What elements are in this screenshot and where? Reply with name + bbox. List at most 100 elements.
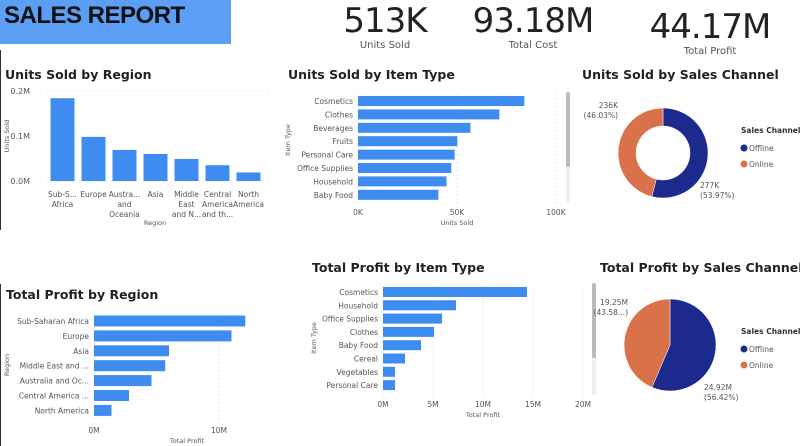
chart-title: Units Sold by Region [5,67,152,82]
report-banner: SALES REPORT [0,0,231,44]
y-tick-label: Cereal [354,355,378,364]
y-tick-label: Beverages [313,124,353,133]
x-axis-label: Total Profit [169,437,205,445]
legend-marker[interactable] [740,345,748,353]
x-tick-label: Middle [174,190,199,199]
data-label: 236K [599,101,619,110]
legend-marker[interactable] [740,361,748,369]
legend-item-online[interactable]: Online [749,361,774,370]
kpi-label: Total Cost [508,40,558,51]
bar [143,154,168,181]
x-tick-label: 100K [546,208,566,217]
bar [358,122,471,133]
chart-title: Total Profit by Item Type [312,260,485,275]
x-tick-label: and th... [202,210,233,219]
y-tick-label: Household [338,301,378,310]
x-tick-label: Austra... [109,190,141,199]
scrollbar-thumb[interactable] [592,283,596,358]
bar [383,340,421,351]
bar [383,313,442,324]
kpi-units-sold: 513K Units Sold [315,2,455,51]
x-tick-label: 10M [211,426,227,435]
y-tick-label: Middle East and ... [20,362,89,371]
x-tick-label: Sub-S... [48,190,77,199]
legend-marker[interactable] [740,160,748,168]
y-axis-label: Item Type [310,322,318,354]
divider [0,284,1,446]
bar [358,149,455,160]
y-tick-label: Australia and Oc... [20,377,89,386]
bar [358,176,447,187]
x-tick-label: 50K [450,208,466,217]
x-tick-label: Oceania [109,210,140,219]
kpi-label: Units Sold [359,40,411,51]
bar [94,345,169,357]
y-tick-label: Clothes [350,328,378,337]
bar [94,330,232,342]
y-tick-label: Europe [63,332,90,341]
bar [383,380,395,391]
kpi-total-cost: 93.18M Total Cost [463,2,603,51]
data-label-percent: (43.58...) [594,308,629,317]
bar [50,98,75,181]
legend-marker[interactable] [740,144,748,152]
y-tick-label: Personal Care [301,151,353,160]
y-tick-label: North America [35,406,89,415]
bar [94,375,152,387]
data-label: 277K [700,181,720,190]
x-tick-label: Europe [80,190,107,199]
pie-slice-offline[interactable] [651,298,717,392]
kpi-label: Total Profit [683,46,737,57]
x-tick-label: and N... [172,210,201,219]
y-tick-label: Asia [73,347,89,356]
bar [94,315,246,327]
y-tick-label: Central America ... [19,392,89,401]
bar [358,109,500,120]
y-tick-label: Clothes [325,110,353,119]
kpi-total-profit: 44.17M Total Profit [640,8,780,57]
y-axis-label: Item Type [284,124,292,156]
bar [383,287,527,297]
pie-slice-online[interactable] [617,107,664,197]
pie-slice-online[interactable] [623,298,671,388]
chart-title: Units Sold by Sales Channel [582,67,779,82]
bar [383,300,456,311]
x-tick-label: 15M [525,400,541,409]
legend-item-online[interactable]: Online [749,160,774,169]
bar [112,149,137,181]
pie-slice-offline[interactable] [651,107,709,199]
x-tick-label: North [238,190,259,199]
kpi-value: 93.18M [472,1,595,41]
legend-item-offline[interactable]: Offline [749,144,774,153]
kpi-value: 513K [343,1,427,41]
y-tick-label: Household [313,177,353,186]
y-tick-label: Office Supplies [297,164,353,173]
bar [81,136,106,181]
y-tick-label: 0.2M [10,87,30,96]
x-tick-label: America [233,200,264,209]
bar [94,404,112,416]
y-tick-label: 0.0M [10,177,30,186]
x-tick-label: America [202,200,233,209]
legend-title: Sales Channel [741,327,800,336]
x-axis-label: Region [144,219,166,227]
bar [358,96,525,106]
x-tick-label: Africa [52,200,73,209]
legend-item-offline[interactable]: Offline [749,345,774,354]
y-tick-label: Cosmetics [314,97,353,106]
report-title: SALES REPORT [4,2,185,29]
data-label-percent: (56.42%) [704,393,739,402]
y-tick-label: Sub-Saharan Africa [17,317,89,326]
x-axis-label: Units Sold [441,219,474,227]
data-label: 24.92M [704,383,732,392]
scrollbar-thumb[interactable] [566,92,570,167]
x-tick-label: Central [204,190,231,199]
bar [236,172,261,181]
bar [358,136,458,147]
data-label-percent: (53.97%) [700,191,735,200]
bar [383,353,405,364]
y-tick-label: 0.1M [10,132,30,141]
y-tick-label: Baby Food [339,341,379,350]
y-tick-label: Vegetables [337,368,379,377]
